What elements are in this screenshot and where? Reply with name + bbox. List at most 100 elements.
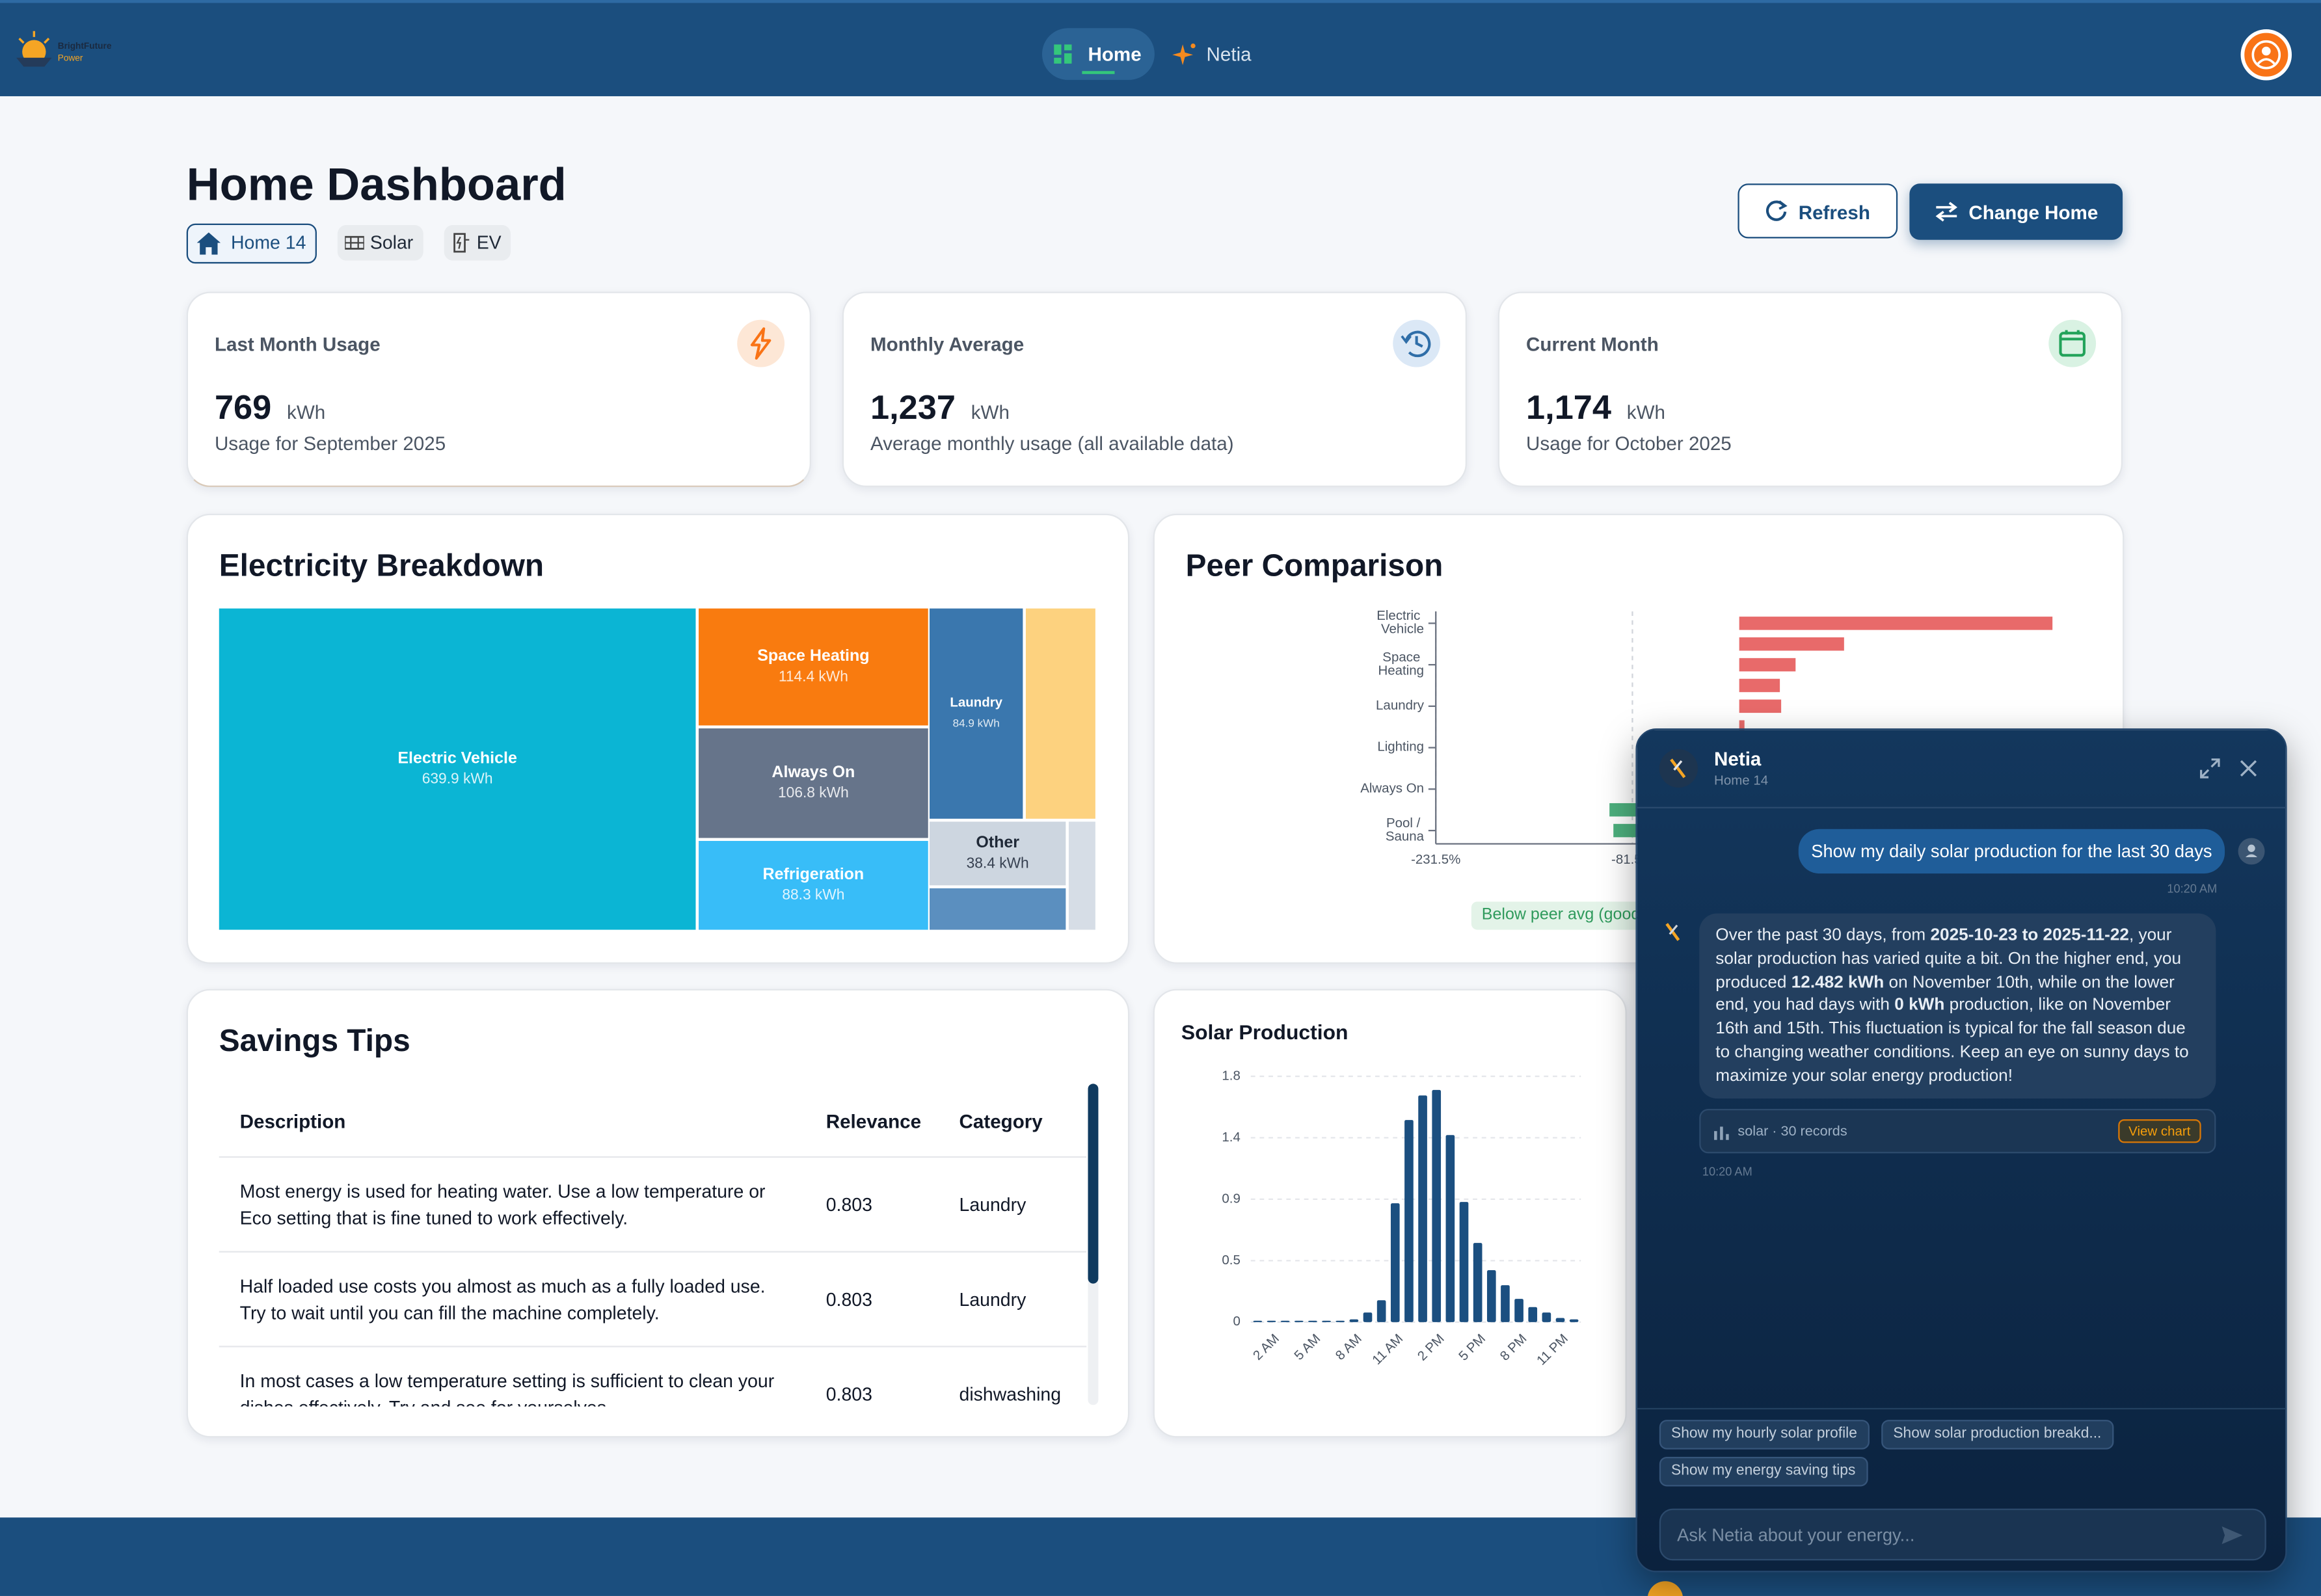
treemap-cell [930, 888, 1066, 930]
bar [1459, 1202, 1469, 1322]
cell-label: Refrigeration [763, 865, 865, 883]
tip-category: dishwashing [959, 1384, 1062, 1405]
expand-button[interactable] [2199, 758, 2220, 779]
message-time: 10:20 AM [2167, 882, 2218, 896]
netia-tab[interactable]: Netia [1170, 28, 1259, 80]
y-tick-label: Laundry [1376, 698, 1425, 713]
bar [1542, 1312, 1551, 1322]
home-icon [196, 232, 221, 255]
bar [1555, 1318, 1565, 1322]
cell-label: Laundry [950, 695, 1002, 710]
home-tab[interactable]: Home [1041, 28, 1155, 80]
chart-icon [1714, 1126, 1729, 1140]
treemap-cell [930, 608, 1023, 819]
bar [1322, 1320, 1331, 1322]
change-home-button[interactable]: Change Home [1909, 183, 2123, 240]
bar [1267, 1320, 1276, 1322]
bar [1253, 1320, 1263, 1322]
refresh-button[interactable]: Refresh [1737, 183, 1898, 239]
assistant-message: Over the past 30 days, from 2025-10-23 t… [1699, 913, 2216, 1099]
bar [1335, 1320, 1345, 1322]
row-divider [219, 1251, 1087, 1253]
bold-text: 0 kWh [1894, 996, 1945, 1015]
bold-text: 12.482 kWh [1791, 973, 1885, 992]
divider [1637, 1407, 2286, 1410]
bold-text: 2025-10-23 to 2025-11-22 [1930, 927, 2129, 945]
footer-logo [1648, 1581, 1683, 1596]
scrollbar-thumb[interactable] [1088, 1084, 1099, 1284]
bar [1486, 1270, 1496, 1322]
row-divider [219, 1156, 1087, 1158]
cell-label: Other [976, 833, 1019, 851]
treemap-cell [930, 821, 1066, 886]
panel-title: Electricity Breakdown [219, 549, 544, 583]
y-tick-label: 0 [1233, 1314, 1240, 1329]
tip-description: Most energy is used for heating water. U… [239, 1181, 766, 1229]
y-tick-label: Space Heating [1378, 650, 1424, 678]
tip-category: Laundry [959, 1195, 1026, 1216]
card-note: Average monthly usage (all available dat… [870, 432, 1234, 455]
bar [1418, 1095, 1427, 1322]
panel-title: Solar Production [1181, 1020, 1348, 1044]
bar [1739, 637, 1844, 651]
y-tick-label: 0.9 [1222, 1191, 1240, 1206]
treemap-cell [219, 608, 696, 930]
bar [1294, 1320, 1304, 1322]
treemap-cell [1068, 821, 1095, 930]
logo-line1: BrightFuture [57, 43, 112, 52]
card-note: Usage for September 2025 [214, 432, 446, 455]
stat-card: Last Month Usage 769 kWh Usage for Septe… [186, 291, 811, 487]
chat-input[interactable]: Ask Netia about your energy... [1659, 1508, 2266, 1561]
cell-label: Always On [771, 763, 855, 781]
ev-tag: EV [444, 225, 511, 261]
cell-label: Electric Vehicle [397, 749, 517, 767]
input-placeholder: Ask Netia about your energy... [1677, 1524, 1915, 1546]
refresh-label: Refresh [1798, 201, 1870, 224]
suggestion-chip[interactable]: Show my energy saving tips [1659, 1456, 1868, 1487]
view-chart-button[interactable]: View chart [2118, 1119, 2201, 1143]
card-value: 769 [214, 388, 272, 427]
column-header: Relevance [825, 1110, 922, 1133]
send-button[interactable] [2221, 1526, 2243, 1545]
x-tick-label: -231.5% [1411, 852, 1460, 867]
avatar[interactable] [2240, 28, 2293, 81]
card-icon [1393, 319, 1441, 367]
card-value: 1,237 [870, 388, 956, 427]
bar [1445, 1135, 1455, 1322]
bar [1739, 617, 2053, 630]
cell-value: 639.9 kWh [422, 770, 493, 787]
netia-tab-label: Netia [1206, 43, 1252, 66]
card-label: Current Month [1526, 333, 1659, 356]
user-avatar [2238, 838, 2265, 865]
message-text: on November 10th, while on the lower end… [1715, 973, 2175, 1015]
bar [1569, 1319, 1579, 1322]
ev-icon [453, 233, 470, 253]
cell-value: 114.4 kWh [779, 667, 848, 684]
x-tick-label: 11 AM [1369, 1331, 1406, 1368]
bar [1739, 699, 1782, 713]
card-label: Last Month Usage [214, 333, 381, 356]
bar [1473, 1243, 1482, 1322]
cell-value: 106.8 kWh [778, 784, 849, 801]
chat-header: Netia Home 14 [1637, 730, 2286, 808]
suggestion-chip[interactable]: Show solar production breakd... [1881, 1420, 2113, 1450]
logo-icon [16, 31, 52, 67]
x-tick-label: 8 PM [1497, 1331, 1530, 1364]
top-nav: BrightFuture Power Home Netia [0, 0, 2321, 96]
solar-icon [345, 235, 364, 250]
y-tick-label: Pool / Sauna [1386, 816, 1425, 844]
card-icon [737, 319, 785, 367]
panel-title: Savings Tips [219, 1024, 410, 1059]
tips-panel: Savings Tips Description Relevance Categ… [186, 989, 1130, 1438]
home-tab-label: Home [1088, 43, 1142, 66]
close-button[interactable] [2240, 760, 2257, 777]
bar [1739, 720, 1745, 734]
treemap-cell [699, 728, 928, 838]
x-tick-label: 2 PM [1415, 1331, 1447, 1364]
cell-value: 84.9 kWh [953, 717, 1000, 730]
column-header: Category [959, 1110, 1043, 1133]
suggestion-chip[interactable]: Show my hourly solar profile [1659, 1420, 1870, 1450]
